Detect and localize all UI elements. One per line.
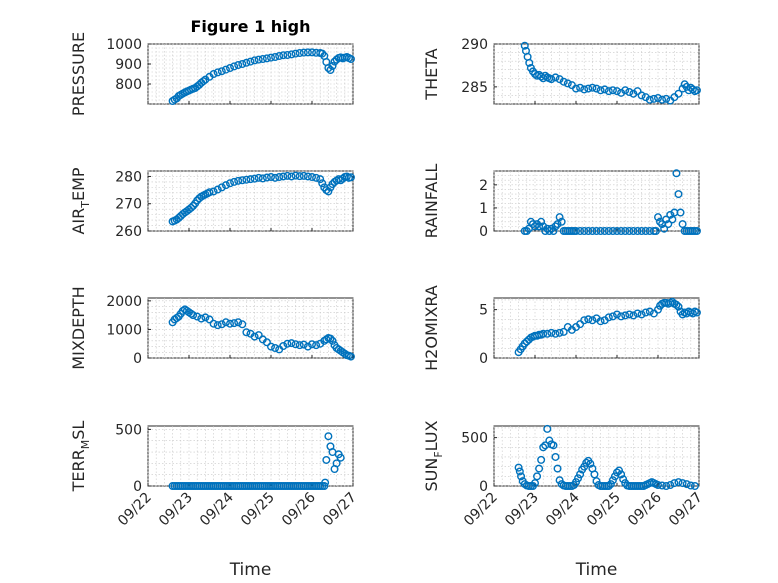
y-axis-label: TERRMSL [69, 421, 92, 493]
axes-box [148, 298, 353, 358]
subplot-theta: 285 290 THETA [422, 37, 700, 104]
x-axis-label: Time [575, 560, 618, 580]
y-tick-label: 290 [461, 37, 488, 53]
y-axis-label: H2OMIXRA [422, 285, 441, 371]
x-tick-label: 09/24 [543, 489, 583, 529]
x-tick-label: 09/23 [156, 490, 196, 530]
x-tick-label: 09/26 [625, 489, 665, 529]
y-tick-label: 500 [461, 431, 488, 447]
y-tick-label: 1 [479, 201, 488, 217]
x-tick-label: 09/27 [666, 490, 706, 530]
y-tick-label: 285 [461, 80, 488, 96]
subplot-pressure: 800 900 1000 PRESSURE Figure 1 high [69, 17, 354, 116]
x-tick-label: 09/25 [584, 490, 624, 530]
y-tick-label: 500 [115, 422, 142, 438]
y-tick-label: 900 [115, 57, 142, 73]
y-tick-label: 280 [115, 169, 142, 185]
subplot-sun_flux: 050009/22 09/23 09/24 09/25 09/26 09/27SUNFLU… [422, 420, 706, 580]
axes-box [494, 44, 699, 104]
y-axis-label: AIRTEMP [69, 167, 92, 234]
y-axis-label: PRESSURE [69, 32, 88, 116]
subplot-mixdepth: 0 1000 2000 MIXDEPTH [69, 286, 354, 369]
y-tick-label: 5 [479, 303, 488, 319]
y-tick-label: 0 [479, 351, 488, 367]
subplot-terr_msl: 050009/22 09/23 09/24 09/25 09/26 09/27TERRMS… [69, 421, 360, 580]
subplot-rainfall: 0 1 2 RAINFALL [422, 164, 700, 240]
y-tick-label: 800 [115, 77, 142, 93]
figure-canvas: 8009001000PRESSUREFigure 1 high285290THE… [0, 0, 778, 583]
y-axis-label: SUNFLUX [422, 420, 445, 491]
y-tick-label: 2000 [106, 294, 142, 310]
x-tick-label: 09/22 [115, 490, 155, 530]
subplot-h2omixra: 0 5 H2OMIXRA [422, 285, 700, 371]
x-tick-label: 09/24 [197, 489, 237, 529]
y-axis-label: MIXDEPTH [69, 286, 88, 369]
x-tick-label: 09/22 [461, 490, 501, 530]
y-tick-label: 1000 [106, 37, 142, 53]
axes-box [148, 426, 353, 486]
subplot-air_temp: 260 270 280 AIRTEMP [69, 167, 354, 240]
y-tick-label: 0 [133, 351, 142, 367]
x-tick-label: 09/26 [279, 489, 319, 529]
x-tick-label: 09/27 [320, 490, 360, 530]
y-tick-label: 260 [115, 224, 142, 240]
chart-title: Figure 1 high [191, 17, 311, 36]
y-tick-label: 1000 [106, 322, 142, 338]
y-axis-label: THETA [422, 48, 441, 100]
x-tick-label: 09/25 [238, 490, 278, 530]
y-tick-label: 2 [479, 178, 488, 194]
x-axis-label: Time [229, 560, 272, 580]
y-tick-label: 270 [115, 197, 142, 213]
x-tick-label: 09/23 [502, 490, 542, 530]
y-axis-label: RAINFALL [422, 164, 441, 239]
y-tick-label: 0 [479, 224, 488, 240]
